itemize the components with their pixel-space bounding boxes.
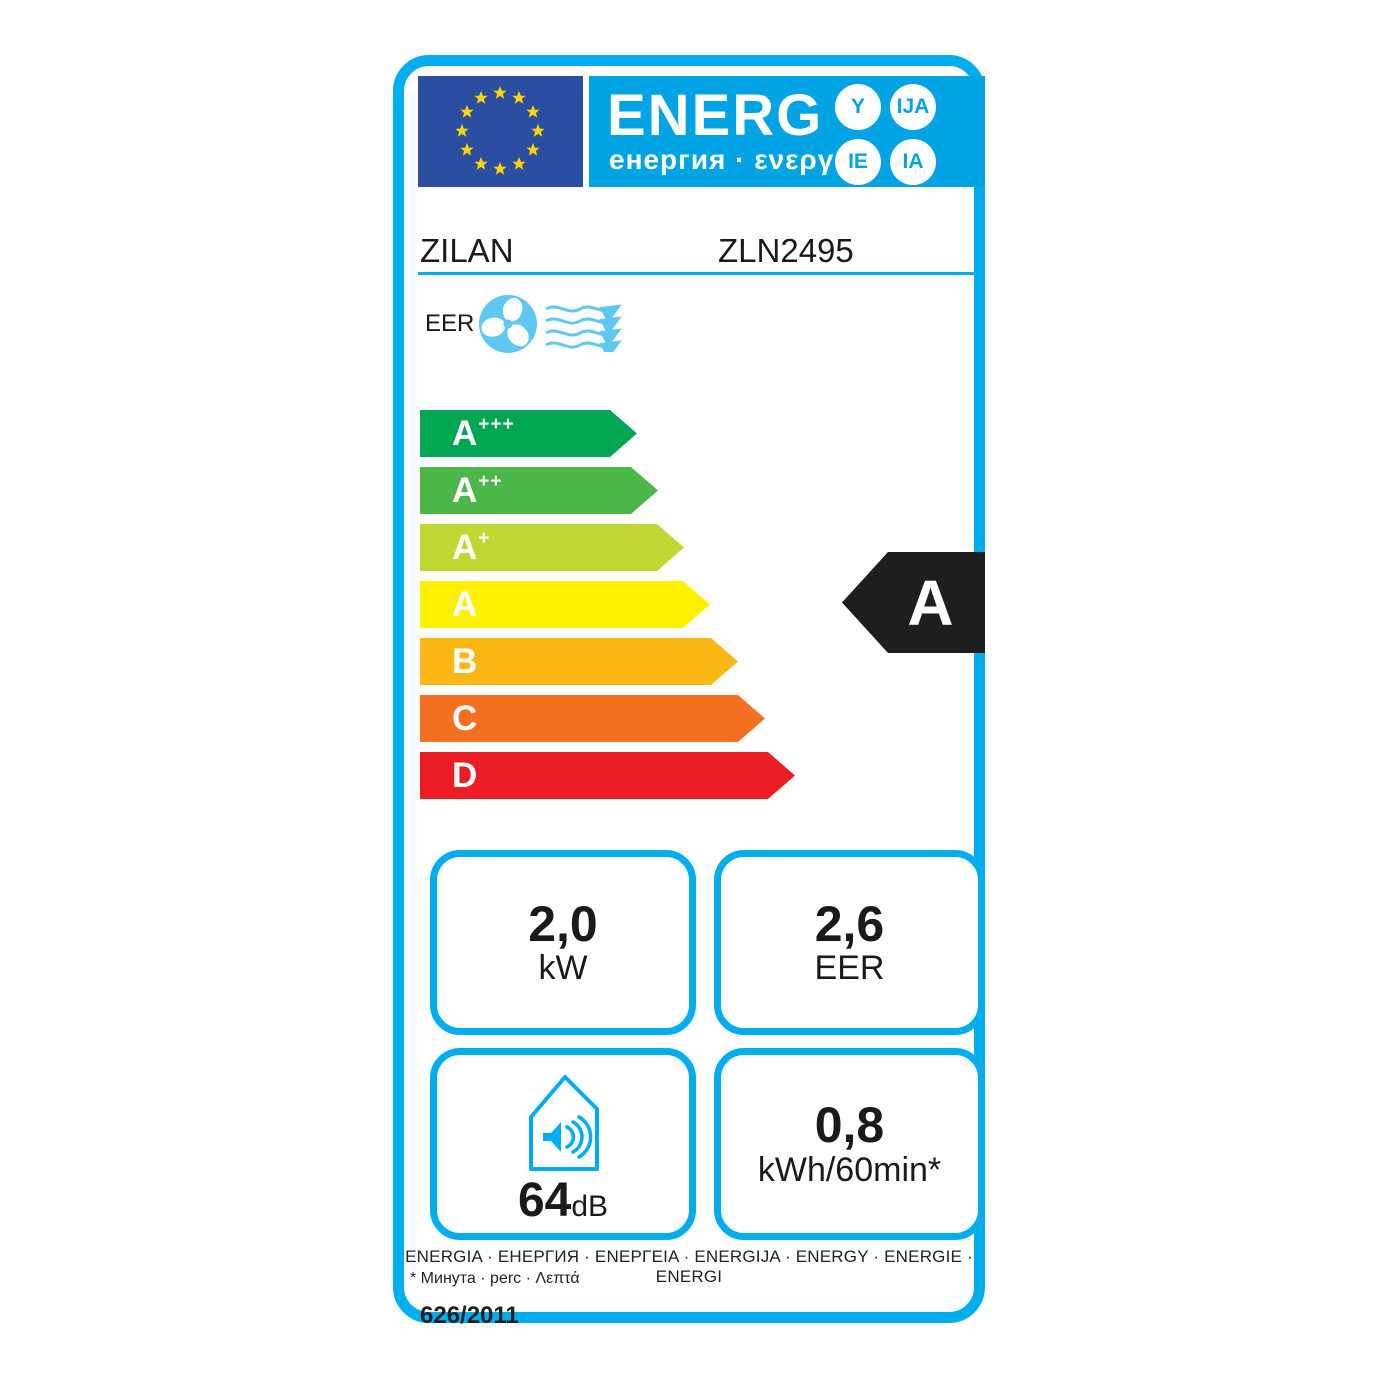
noise-unit: dB [571, 1190, 609, 1223]
footer-languages: ENERGIA · ЕНЕРГИЯ · ΕΝΕΡΓΕΙΑ · ENERGIJA … [405, 1247, 973, 1286]
energ-subtitle: енергия · ενεργεια [609, 144, 876, 175]
badge-ia: IA [890, 139, 936, 185]
class-bar-b: B [420, 638, 738, 685]
energ-wordmark: ENERG [607, 83, 824, 148]
power-box: 2,0 kW [430, 850, 696, 1035]
badge-y: Y [835, 84, 881, 130]
eer-label: EER [425, 310, 475, 337]
model-number: ZLN2495 [718, 232, 854, 269]
class-letter: A [452, 584, 478, 624]
eu-flag-stars-icon [455, 86, 545, 175]
class-letter: C [452, 698, 478, 738]
power-unit: kW [538, 949, 588, 988]
rating-letter: A [907, 566, 954, 639]
eer-value: 2,6 [814, 895, 885, 952]
noise-box: 64dB [430, 1048, 696, 1240]
class-letter: A [452, 470, 478, 510]
noise-line: 64dB [518, 1177, 608, 1225]
header-divider [418, 272, 985, 275]
energ-logo-box: ENERG енергия · ενεργεια Y IJA IE IA [589, 76, 985, 187]
class-sup: ++ [478, 470, 503, 492]
class-sup: + [478, 527, 491, 549]
house-noise-icon [529, 1075, 599, 1171]
eer-box: 2,6 EER [714, 850, 985, 1035]
noise-value: 64 [517, 1174, 572, 1227]
consumption-box: 0,8 kWh/60min* [714, 1048, 985, 1240]
eer-unit: EER [814, 949, 885, 988]
power-value: 2,0 [528, 895, 598, 952]
class-sup: +++ [478, 413, 515, 435]
fan-icon [476, 292, 540, 356]
regulation-number: 626/2011 [420, 1302, 519, 1329]
rating-arrow: A [842, 552, 985, 653]
class-bar-a-plus3: A +++ [420, 410, 637, 457]
class-letter: A [452, 413, 478, 453]
energy-label: ENERG енергия · ενεργεια Y IJA IE IA ZIL… [393, 55, 985, 1329]
class-bar-a: A [420, 581, 710, 628]
badge-ie: IE [835, 139, 881, 185]
class-letter: A [452, 527, 478, 567]
class-bar-d: D [420, 752, 795, 799]
class-letter: D [452, 755, 478, 795]
badge-ija: IJA [890, 84, 936, 130]
brand-name: ZILAN [420, 232, 514, 269]
consumption-unit: kWh/60min* [757, 1150, 942, 1189]
class-bar-c: C [420, 695, 765, 742]
class-bar-a-plus2: A ++ [420, 467, 658, 514]
class-bar-a-plus1: A + [420, 524, 684, 571]
consumption-value: 0,8 [814, 1097, 885, 1154]
eu-flag [418, 76, 583, 187]
airflow-icon [544, 300, 626, 359]
class-letter: B [452, 641, 478, 681]
footer-note: * Минута · perc · Λεπτά [410, 1270, 580, 1287]
brand-row: ZILAN ZLN2495 [418, 232, 985, 269]
